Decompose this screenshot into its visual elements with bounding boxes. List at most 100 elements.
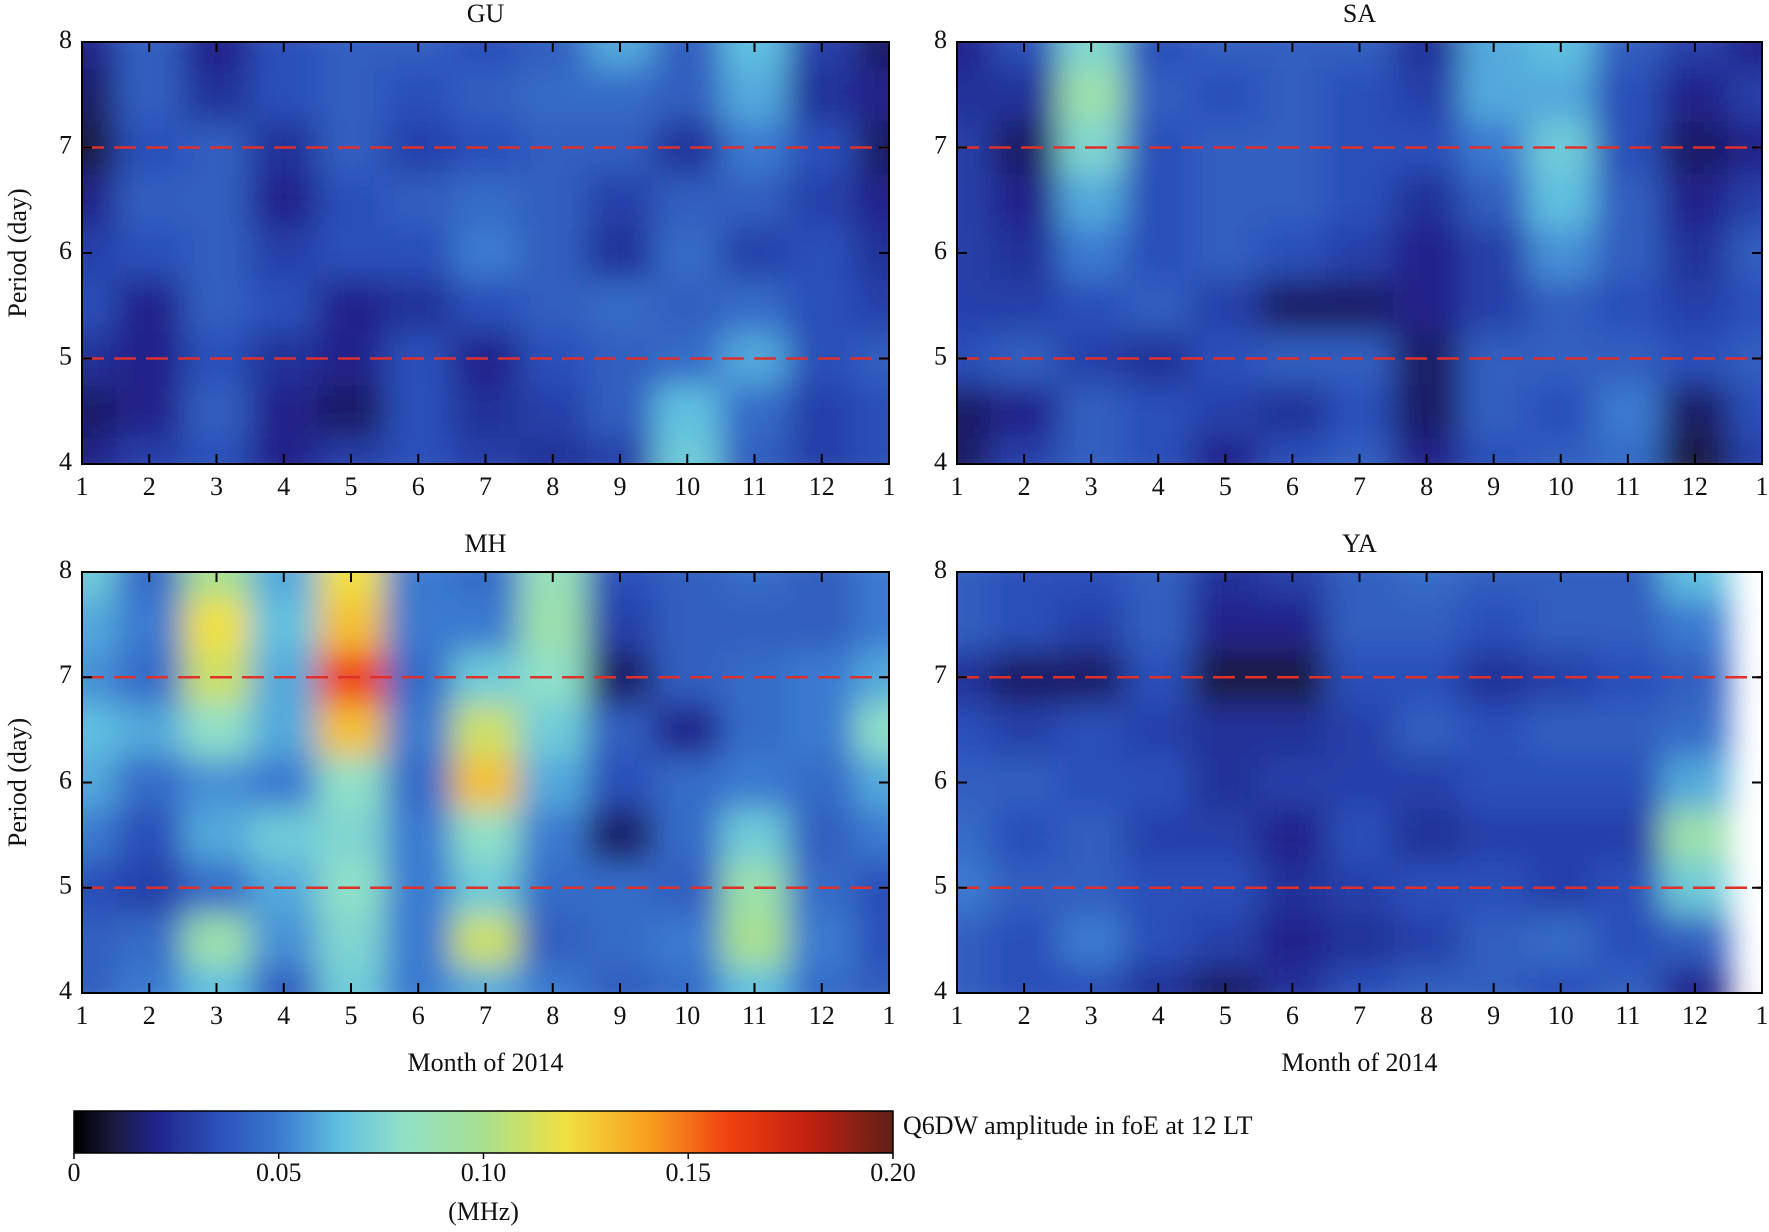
heatmap-cell — [1460, 756, 1528, 809]
heatmap-cell — [1259, 385, 1327, 438]
heatmap-cell — [385, 279, 453, 332]
heatmap-cell — [1393, 598, 1461, 651]
heatmap — [923, 16, 1769, 491]
heatmap-cell — [452, 756, 520, 809]
heatmap-cell — [586, 756, 654, 809]
plot-area — [923, 546, 1729, 1020]
heatmap-cell — [1125, 227, 1193, 280]
heatmap-cell — [1661, 68, 1729, 121]
heatmap-cell — [183, 227, 251, 280]
heatmap-cell — [1192, 809, 1260, 862]
heatmap-cell — [1460, 598, 1528, 651]
heatmap-cell — [721, 68, 789, 121]
y-tick-label: 5 — [934, 871, 947, 900]
heatmap-cell — [1393, 809, 1461, 862]
heatmap-cell — [1125, 598, 1193, 651]
x-axis-label: Month of 2014 — [1282, 1048, 1438, 1077]
heatmap-cell — [183, 756, 251, 809]
x-tick-label: 2 — [143, 1001, 156, 1030]
heatmap-cell — [250, 809, 318, 862]
heatmap-cell — [654, 385, 722, 438]
heatmap-cell — [1125, 704, 1193, 757]
x-tick-label: 10 — [674, 472, 700, 501]
heatmap-cell — [1661, 704, 1729, 757]
heatmap-cell — [1125, 809, 1193, 862]
heatmap-cell — [1460, 809, 1528, 862]
heatmap-cell — [1125, 68, 1193, 121]
heatmap-cell — [721, 914, 789, 967]
heatmap-cell — [1527, 756, 1595, 809]
heatmap-cell — [1326, 227, 1394, 280]
heatmap-cell — [1594, 704, 1662, 757]
x-tick-label: 5 — [345, 472, 358, 501]
heatmap-cell — [250, 385, 318, 438]
heatmap-cell — [452, 704, 520, 757]
heatmap-cell — [721, 227, 789, 280]
heatmap-cell — [654, 704, 722, 757]
heatmap-cell — [452, 598, 520, 651]
heatmap-cell — [1125, 756, 1193, 809]
heatmap-cell — [1259, 598, 1327, 651]
y-tick-label: 8 — [934, 25, 947, 54]
heatmap-cell — [788, 68, 856, 121]
heatmap-cell — [1527, 174, 1595, 227]
heatmap-cell — [721, 598, 789, 651]
heatmap-cell — [991, 385, 1059, 438]
heatmap-cell — [586, 809, 654, 862]
heatmap-cell — [317, 914, 385, 967]
heatmap-cell — [1661, 174, 1729, 227]
heatmap-cell — [788, 809, 856, 862]
heatmap-cell — [452, 385, 520, 438]
heatmap-cell — [385, 68, 453, 121]
heatmap-cell — [519, 704, 587, 757]
x-tick-label: 11 — [742, 472, 767, 501]
heatmap-cell — [991, 809, 1059, 862]
heatmap-cell — [586, 598, 654, 651]
heatmap-cell — [721, 385, 789, 438]
heatmap-cell — [519, 385, 587, 438]
heatmap-cell — [1192, 227, 1260, 280]
panel-title: GU — [467, 0, 505, 28]
heatmap-cell — [1192, 598, 1260, 651]
heatmap-cell — [1058, 174, 1126, 227]
heatmap-cell — [1192, 174, 1260, 227]
heatmap-cell — [1594, 385, 1662, 438]
heatmap-cell — [1661, 598, 1729, 651]
heatmap-cell — [1192, 914, 1260, 967]
heatmap-cell — [1393, 68, 1461, 121]
x-tick-label: 12 — [1682, 472, 1708, 501]
x-tick-label: 1 — [883, 472, 896, 501]
x-tick-label: 4 — [277, 472, 290, 501]
heatmap-cell — [1326, 598, 1394, 651]
heatmap-cell — [1527, 598, 1595, 651]
x-tick-label: 10 — [674, 1001, 700, 1030]
heatmap-cell — [586, 914, 654, 967]
heatmap-cell — [1192, 279, 1260, 332]
heatmap-cell — [116, 704, 184, 757]
heatmap-cell — [1594, 279, 1662, 332]
x-tick-label: 10 — [1548, 1001, 1574, 1030]
x-tick-label: 6 — [1286, 1001, 1299, 1030]
heatmap-cell — [116, 279, 184, 332]
plot-area — [48, 16, 923, 491]
heatmap-cell — [1058, 914, 1126, 967]
y-axis-label: Period (day) — [3, 188, 32, 317]
heatmap-cell — [519, 227, 587, 280]
heatmap-cell — [1326, 279, 1394, 332]
heatmap-cell — [116, 227, 184, 280]
heatmap-cell — [654, 174, 722, 227]
heatmap-cell — [1527, 279, 1595, 332]
heatmap-cell — [991, 68, 1059, 121]
heatmap-cell — [385, 598, 453, 651]
heatmap-cell — [1594, 756, 1662, 809]
heatmap-cell — [1661, 914, 1729, 967]
colorbar-tick-label: 0 — [68, 1158, 81, 1187]
heatmap-cell — [317, 809, 385, 862]
heatmap-cell — [1125, 914, 1193, 967]
heatmap-cell — [991, 174, 1059, 227]
heatmap-cell — [1460, 914, 1528, 967]
colorbar-tick-label: 0.05 — [256, 1158, 302, 1187]
heatmap-cell — [1393, 914, 1461, 967]
heatmap-cell — [1259, 704, 1327, 757]
heatmap-cell — [183, 914, 251, 967]
